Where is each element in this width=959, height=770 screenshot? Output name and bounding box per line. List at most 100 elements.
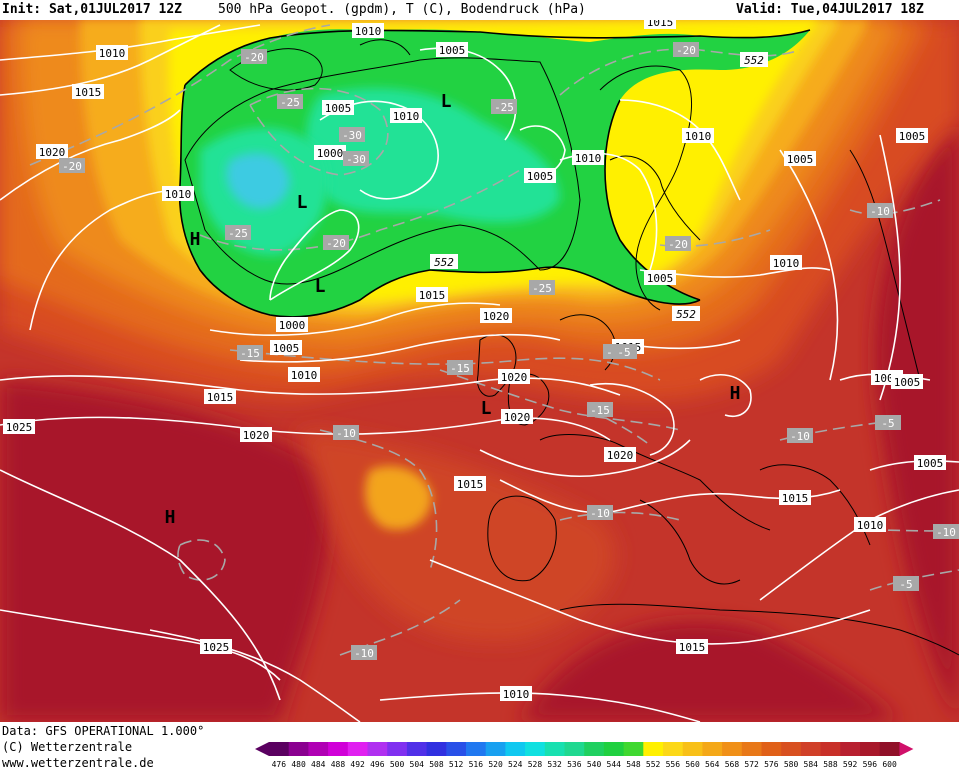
isotherm-label: -25	[228, 227, 248, 240]
scale-swatch	[702, 742, 723, 756]
scale-tick-label: 496	[370, 760, 385, 769]
isobar-label: 1010	[773, 257, 800, 270]
isobar-label: 1005	[899, 130, 926, 143]
low-center: L	[315, 276, 326, 297]
geopotential-shading	[0, 20, 959, 722]
scale-swatch	[269, 742, 290, 756]
scale-swatch	[741, 742, 762, 756]
scale-swatch	[860, 742, 881, 756]
scale-tick-label: 596	[863, 760, 878, 769]
scale-tick-label: 584	[804, 760, 819, 769]
data-source: Data: GFS OPERATIONAL 1.000°	[2, 724, 205, 738]
scale-tick-label: 568	[725, 760, 740, 769]
isotherm-label: -10	[790, 430, 810, 443]
isotherm-label: -20	[676, 44, 696, 57]
isobar-label: 1005	[527, 170, 554, 183]
isobar-label: 1010	[503, 688, 530, 701]
scale-swatch	[406, 742, 428, 756]
low-center: L	[297, 192, 308, 213]
scale-tick-label: 532	[547, 760, 562, 769]
scale-swatch	[682, 742, 703, 756]
isotherm-label: -5	[617, 346, 630, 359]
high-center: H	[730, 383, 741, 404]
isobar-labels: 1010 1015 1020 1010 1005 1005 1010 1000 …	[3, 20, 946, 701]
color-scale-labels: 476 480 484 488 492 496 500 504 508 512 516 520 524 5…	[272, 760, 897, 769]
isotherm-labels: -20 -20 -25 -30 -30 -25 -20 -20 -25 -25 …	[59, 42, 959, 660]
isobar-label: 1005	[273, 342, 300, 355]
scale-swatch	[544, 742, 565, 756]
scale-swatch	[426, 742, 447, 756]
isobar-label: 1020	[39, 146, 66, 159]
geopotential-label: 552	[434, 256, 454, 269]
isotherm-label: -10	[870, 205, 890, 218]
isobar-label: 1015	[75, 86, 102, 99]
isobar-label: 1010	[355, 25, 382, 38]
scale-arrow-right	[899, 742, 914, 756]
isotherm-label: -20	[326, 237, 346, 250]
isobar-label: 1000	[317, 147, 344, 160]
isobar-label: 1015	[647, 20, 674, 29]
copyright: (C) Wetterzentrale	[2, 740, 133, 754]
scale-swatch	[525, 742, 546, 756]
isobar-label: 1025	[203, 641, 230, 654]
isotherm-label: -25	[494, 101, 514, 114]
scale-swatch	[879, 742, 900, 756]
scale-tick-label: 556	[666, 760, 681, 769]
isobar-label: 1010	[685, 130, 712, 143]
high-center: H	[165, 507, 176, 528]
scale-tick-label: 512	[449, 760, 464, 769]
scale-swatch	[820, 742, 841, 756]
scale-tick-label: 476	[272, 760, 287, 769]
isotherm-label: -15	[240, 347, 260, 360]
scale-swatch	[840, 742, 861, 756]
isotherm-label: -10	[936, 526, 956, 539]
isobar-label: 1025	[6, 421, 33, 434]
scale-swatch	[623, 742, 644, 756]
scale-tick-label: 508	[429, 760, 444, 769]
scale-tick-label: 564	[705, 760, 720, 769]
scale-tick-label: 492	[350, 760, 365, 769]
isotherm-label: -10	[590, 507, 610, 520]
scale-swatch	[347, 742, 368, 756]
color-scale: 476 480 484 488 492 496 500 504 508 512 516 520 524 5…	[255, 742, 914, 769]
isobar-label: 1010	[575, 152, 602, 165]
geopotential-label: 552	[744, 54, 764, 67]
scale-swatch	[564, 742, 585, 756]
scale-swatch	[643, 742, 664, 756]
geopotential-label: 552	[676, 308, 696, 321]
scale-tick-label: 488	[331, 760, 346, 769]
isotherm-label: -5	[899, 578, 912, 591]
isobar-label: 1000	[279, 319, 306, 332]
isobar-label: 1020	[483, 310, 510, 323]
scale-tick-label: 484	[311, 760, 326, 769]
isotherm-label: -20	[244, 51, 264, 64]
pressure-centers: L L L H H H L	[165, 91, 741, 528]
map-header: Init: Sat,01JUL2017 12Z 500 hPa Geopot. …	[0, 0, 959, 20]
isobar-label: 1010	[165, 188, 192, 201]
color-scale-bar	[255, 742, 914, 756]
scale-tick-label: 600	[882, 760, 897, 769]
isotherm-label: -25	[532, 282, 552, 295]
scale-tick-label: 500	[390, 760, 405, 769]
isobar-label: 1020	[504, 411, 531, 424]
isobar-label: 1015	[207, 391, 234, 404]
scale-tick-label: 520	[488, 760, 503, 769]
isobar-label: 1015	[679, 641, 706, 654]
isobar-label: 1010	[99, 47, 126, 60]
isobar-label: 1015	[782, 492, 809, 505]
scale-swatch	[761, 742, 782, 756]
valid-time: Valid: Tue,04JUL2017 18Z	[736, 2, 924, 17]
isotherm-label: -5	[881, 417, 894, 430]
scale-tick-label: 576	[764, 760, 779, 769]
website: www.wetterzentrale.de	[2, 756, 154, 770]
isobar-label: 1010	[291, 369, 318, 382]
isobar-label: 1015	[457, 478, 484, 491]
scale-tick-label: 540	[587, 760, 602, 769]
isotherm-label: -15	[450, 362, 470, 375]
scale-tick-label: 572	[744, 760, 759, 769]
isobar-label: 1020	[501, 371, 528, 384]
isobar-label: 1010	[393, 110, 420, 123]
scale-swatch	[584, 742, 605, 756]
isotherm-label: -20	[668, 238, 688, 251]
isobar-label: 1005	[439, 44, 466, 57]
